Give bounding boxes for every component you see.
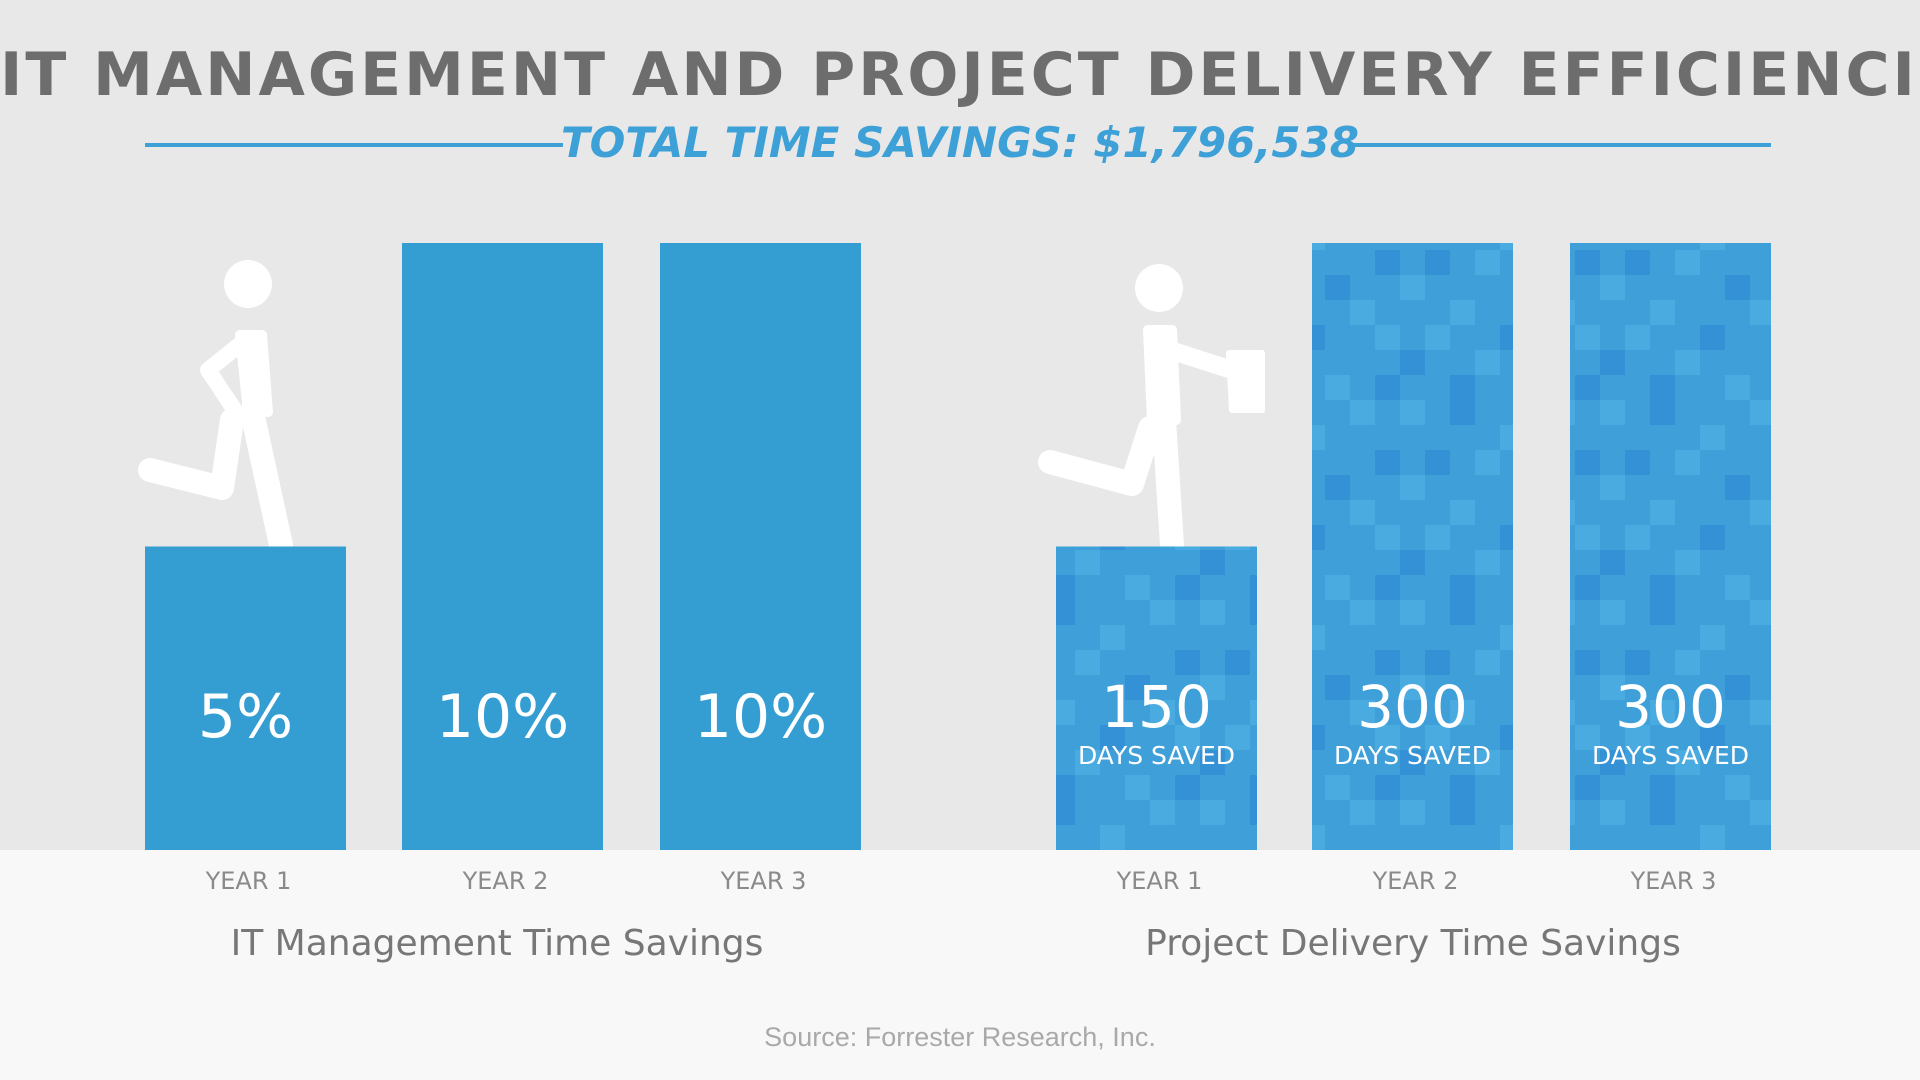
bar-value-label: 10% — [436, 682, 569, 752]
chart-group-title: Project Delivery Time Savings — [1145, 923, 1681, 964]
bar-2-2 — [1312, 243, 1513, 850]
x-tick-label: YEAR 3 — [720, 867, 807, 895]
bottom-band — [0, 850, 1920, 1080]
bar-2-1 — [1056, 546, 1257, 850]
x-tick-label: YEAR 1 — [1116, 867, 1203, 895]
bar-1-2 — [402, 243, 603, 850]
bar-2-3 — [1570, 243, 1771, 850]
bars-layer — [145, 243, 1771, 850]
bar-value-label: 300 — [1357, 673, 1468, 741]
chart-group-title: IT Management Time Savings — [231, 923, 764, 964]
bar-value-label: 150 — [1101, 673, 1212, 741]
person-with-briefcase-icon — [1038, 264, 1265, 557]
bar-value-sublabel: DAYS SAVED — [1078, 741, 1235, 770]
bar-value-sublabel: DAYS SAVED — [1334, 741, 1491, 770]
subtitle-rule-left — [145, 143, 563, 147]
source-note: Source: Forrester Research, Inc. — [764, 1022, 1156, 1052]
subtitle: TOTAL TIME SAVINGS: $1,796,538 — [560, 118, 1360, 167]
walking-person-icon — [138, 260, 293, 557]
x-tick-label: YEAR 2 — [1372, 867, 1459, 895]
bar-value-label: 300 — [1615, 673, 1726, 741]
bar-value-sublabel: DAYS SAVED — [1592, 741, 1749, 770]
x-tick-label: YEAR 3 — [1630, 867, 1717, 895]
x-tick-label: YEAR 2 — [462, 867, 549, 895]
bar-value-label: 10% — [694, 682, 827, 752]
labels-layer: 5% YEAR 1 10% YEAR 2 10% YEAR 3 IT Management … — [198, 673, 1749, 964]
page-title: IT MANAGEMENT AND PROJECT DELIVERY EFFIC… — [0, 40, 1920, 110]
x-tick-label: YEAR 1 — [205, 867, 292, 895]
bar-value-label: 5% — [198, 682, 293, 752]
bar-1-1 — [145, 546, 346, 850]
subtitle-rule-right — [1353, 143, 1771, 147]
bar-1-3 — [660, 243, 861, 850]
